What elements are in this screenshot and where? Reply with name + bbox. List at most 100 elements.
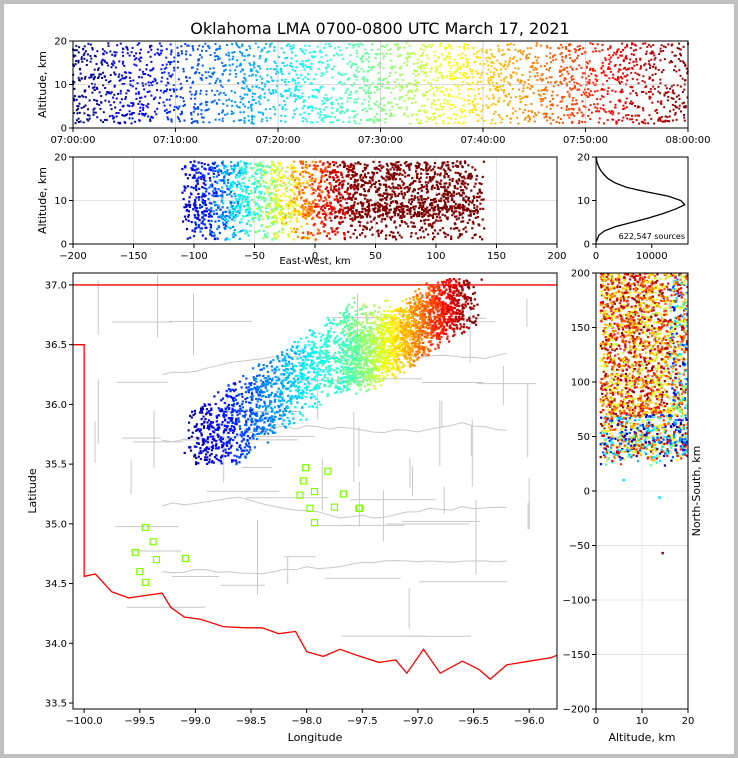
altitude-time-point bbox=[176, 66, 179, 69]
altitude-time-point bbox=[466, 77, 469, 80]
altitude-time-point bbox=[441, 90, 444, 93]
altitude-ew-point bbox=[221, 214, 224, 217]
altitude-ew-point bbox=[191, 168, 194, 172]
altitude-time-point bbox=[339, 112, 342, 115]
altitude-time-point bbox=[184, 43, 187, 46]
altitude-time-point bbox=[153, 77, 156, 80]
altitude-ew-point bbox=[253, 213, 256, 216]
altitude-ew-point bbox=[357, 183, 360, 186]
altitude-time-point bbox=[500, 72, 503, 75]
altitude-ew-point bbox=[275, 208, 278, 211]
altitude-time-point bbox=[86, 53, 89, 56]
altitude-time-point bbox=[549, 81, 552, 84]
altitude-ew-point bbox=[254, 216, 257, 219]
altitude-ew-point bbox=[298, 190, 301, 194]
altitude-time-point bbox=[351, 110, 354, 113]
altitude-ew-point bbox=[355, 191, 359, 194]
altitude-time-point bbox=[84, 104, 87, 107]
altitude-ew-point bbox=[462, 220, 465, 223]
altitude-time-point bbox=[445, 46, 448, 49]
altitude-time-point bbox=[296, 88, 299, 91]
altitude-time-point bbox=[434, 122, 437, 125]
altitude-time-point bbox=[165, 108, 168, 111]
altitude-ew-point bbox=[226, 178, 230, 182]
altitude-time-point bbox=[515, 72, 518, 75]
altitude-time-point bbox=[677, 57, 680, 60]
altitude-ew-point bbox=[207, 172, 210, 175]
altitude-time-point bbox=[295, 73, 298, 76]
altitude-time-point bbox=[632, 121, 635, 124]
altitude-ew-point bbox=[272, 209, 275, 212]
altitude-ew-point bbox=[386, 215, 389, 218]
altitude-time-point bbox=[354, 98, 357, 101]
altitude-time-point bbox=[149, 55, 152, 58]
altitude-ew-point bbox=[236, 200, 240, 203]
altitude-time-point bbox=[113, 101, 116, 104]
altitude-time-point bbox=[240, 52, 243, 55]
altitude-time-point bbox=[415, 81, 418, 84]
altitude-time-point bbox=[419, 122, 422, 125]
altitude-ew-point bbox=[319, 197, 323, 200]
altitude-time-point bbox=[448, 74, 451, 77]
altitude-ew-point bbox=[308, 232, 312, 235]
altitude-time-point bbox=[261, 77, 264, 80]
altitude-ew-point bbox=[207, 219, 210, 222]
altitude-ew-point bbox=[403, 187, 406, 190]
altitude-ew-point bbox=[245, 165, 248, 169]
altitude-ew-point bbox=[368, 204, 371, 208]
altitude-time-point bbox=[180, 45, 183, 48]
altitude-time-point bbox=[303, 81, 306, 84]
altitude-ew-point bbox=[433, 208, 436, 212]
altitude-time-point bbox=[101, 48, 104, 51]
altitude-time-point bbox=[156, 89, 159, 92]
altitude-time-point bbox=[473, 52, 476, 55]
altitude-ew-point bbox=[317, 205, 320, 208]
altitude-ew-point bbox=[193, 160, 196, 163]
altitude-time-point bbox=[540, 78, 543, 81]
altitude-ew-point bbox=[322, 199, 325, 203]
altitude-time-point bbox=[585, 91, 588, 94]
altitude-ew-point bbox=[375, 222, 378, 225]
altitude-time-point bbox=[75, 49, 78, 52]
altitude-time-point bbox=[152, 67, 155, 70]
altitude-ew-point bbox=[338, 222, 341, 225]
altitude-ew-point bbox=[320, 205, 323, 209]
altitude-ew-point bbox=[247, 179, 251, 182]
altitude-ew-point bbox=[199, 230, 202, 233]
altitude-time-point bbox=[262, 88, 265, 91]
altitude-time-point bbox=[149, 69, 152, 72]
altitude-time-point bbox=[253, 61, 256, 64]
altitude-ew-point bbox=[328, 162, 331, 165]
altitude-ew-point bbox=[312, 188, 315, 191]
altitude-time-point bbox=[227, 79, 230, 82]
altitude-ew-point bbox=[252, 182, 255, 185]
altitude-time-point bbox=[625, 97, 628, 100]
altitude-ew-point bbox=[439, 167, 442, 170]
altitude-time-point bbox=[81, 60, 84, 63]
altitude-ew-point bbox=[336, 176, 339, 179]
altitude-time-point bbox=[274, 68, 277, 71]
altitude-ew-point bbox=[292, 165, 295, 168]
altitude-time-point bbox=[294, 87, 297, 90]
altitude-ew-point bbox=[391, 177, 394, 180]
altitude-ew-point bbox=[252, 210, 255, 214]
altitude-ew-point bbox=[305, 166, 308, 169]
altitude-time-point bbox=[274, 89, 277, 92]
altitude-time-point bbox=[539, 44, 542, 47]
altitude-ew-point bbox=[352, 174, 355, 177]
altitude-ew-point bbox=[394, 192, 397, 196]
altitude-ew-point bbox=[214, 204, 217, 207]
altitude-ew-point bbox=[324, 166, 327, 169]
altitude-time-point bbox=[198, 44, 201, 47]
altitude-time-point bbox=[374, 104, 377, 107]
altitude-time-point bbox=[244, 79, 247, 82]
altitude-time-point bbox=[420, 66, 423, 69]
altitude-ew-point bbox=[452, 190, 455, 193]
altitude-time-point bbox=[534, 66, 537, 69]
altitude-time-point bbox=[617, 80, 620, 83]
altitude-ew-point bbox=[244, 170, 247, 173]
altitude-time-point bbox=[113, 71, 116, 74]
altitude-ew-point bbox=[212, 172, 215, 175]
altitude-time-point bbox=[535, 114, 538, 117]
altitude-time-point bbox=[504, 76, 507, 79]
